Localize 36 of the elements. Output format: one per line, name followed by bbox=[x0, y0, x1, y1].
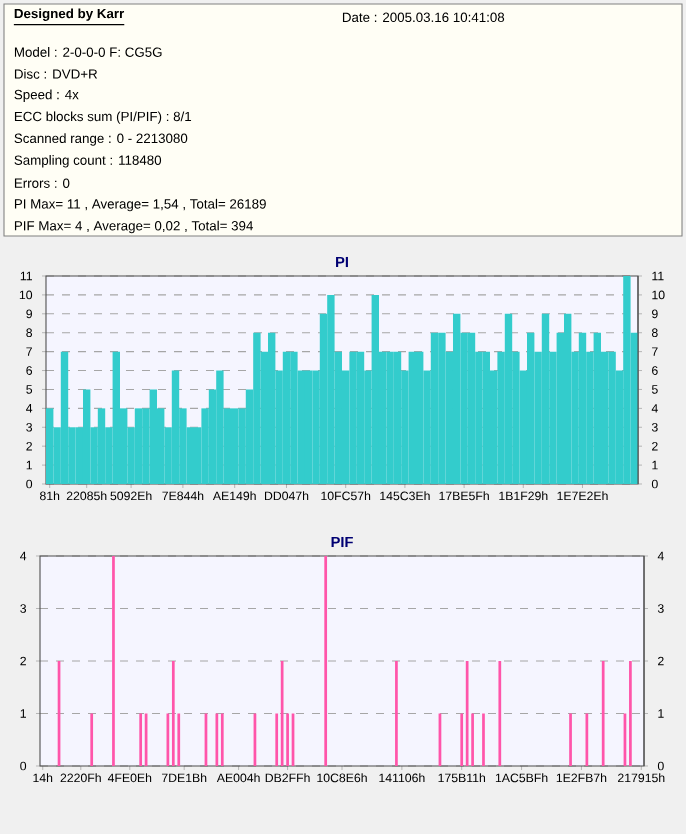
bar bbox=[45, 408, 54, 484]
bar bbox=[467, 332, 476, 484]
bar bbox=[356, 351, 365, 484]
bar bbox=[593, 332, 601, 484]
bar bbox=[564, 313, 572, 484]
bar bbox=[578, 332, 587, 484]
bar bbox=[304, 370, 313, 484]
bar bbox=[527, 332, 535, 484]
bar bbox=[171, 370, 180, 484]
bar bbox=[60, 351, 69, 484]
bar bbox=[438, 332, 446, 484]
bar bbox=[268, 332, 276, 484]
bar bbox=[216, 370, 224, 484]
bar bbox=[504, 313, 513, 484]
bar bbox=[327, 294, 335, 484]
bar bbox=[608, 351, 616, 484]
bar bbox=[393, 351, 402, 484]
bar bbox=[541, 313, 550, 484]
bar bbox=[97, 408, 106, 484]
bar bbox=[452, 313, 461, 484]
bar bbox=[430, 332, 439, 484]
bar bbox=[253, 332, 261, 484]
bar bbox=[112, 351, 120, 484]
bar bbox=[290, 351, 298, 484]
bar bbox=[623, 275, 631, 484]
bar bbox=[134, 408, 143, 484]
bar bbox=[282, 351, 291, 484]
bar bbox=[149, 389, 157, 484]
bar bbox=[371, 294, 379, 484]
bar bbox=[416, 351, 424, 484]
bar bbox=[83, 389, 91, 484]
bar bbox=[386, 351, 394, 484]
bar bbox=[408, 351, 416, 484]
bar bbox=[349, 351, 357, 484]
bar bbox=[482, 351, 490, 484]
bar bbox=[231, 408, 239, 484]
